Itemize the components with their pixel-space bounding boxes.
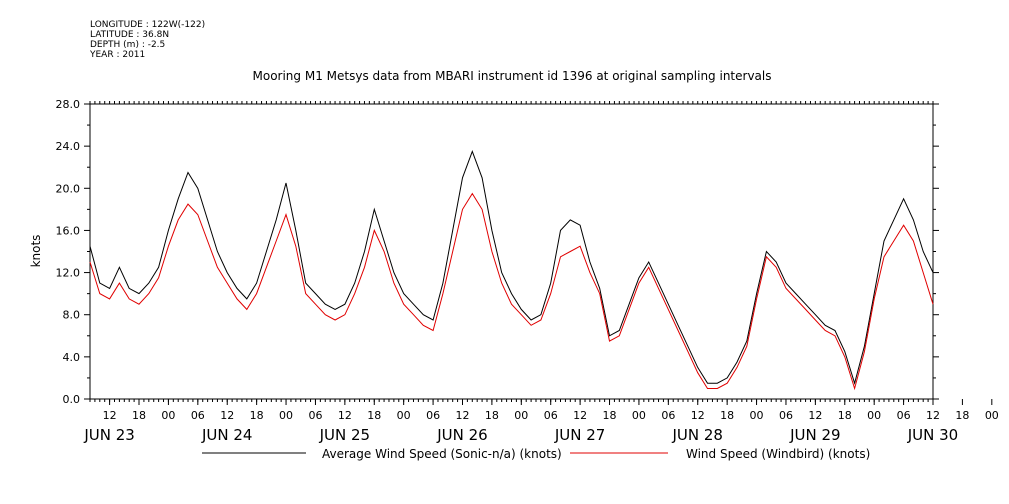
- x-tick-label: 06: [308, 409, 322, 422]
- meta-latitude: LATITUDE : 36.8N: [90, 30, 170, 40]
- x-tick-label: 18: [250, 409, 264, 422]
- x-tick-label: 12: [220, 409, 234, 422]
- legend-label-1: Wind Speed (Windbird) (knots): [686, 447, 870, 461]
- y-tick-label: 24.0: [56, 140, 81, 153]
- x-day-label: JUN 28: [672, 426, 723, 444]
- x-tick-label: 00: [514, 409, 528, 422]
- x-tick-label: 00: [161, 409, 175, 422]
- x-tick-label: 06: [544, 409, 558, 422]
- x-tick-label: 00: [985, 409, 999, 422]
- x-tick-label: 12: [338, 409, 352, 422]
- x-day-label: JUN 24: [201, 426, 252, 444]
- y-tick-label: 12.0: [56, 267, 81, 280]
- x-axis: 12 18 00 06 12 18 00 06 12 18 00 06 12 18 00 06 12 18 00 06…: [83, 101, 999, 444]
- series-line-0: [89, 149, 934, 386]
- y-tick-label: 0.0: [63, 393, 81, 406]
- x-tick-label: 12: [808, 409, 822, 422]
- y-tick-label: 20.0: [56, 182, 81, 195]
- x-day-label: JUN 23: [83, 426, 134, 444]
- y-tick-label: 28.0: [56, 98, 81, 111]
- x-tick-label: 00: [632, 409, 646, 422]
- x-tick-label: 18: [720, 409, 734, 422]
- x-tick-label: 00: [867, 409, 881, 422]
- meta-depth: DEPTH (m) : -2.5: [90, 40, 166, 50]
- x-tick-label: 00: [397, 409, 411, 422]
- x-tick-label: 12: [455, 409, 469, 422]
- y-tick-label: 8.0: [63, 309, 81, 322]
- meta-year: YEAR : 2011: [90, 50, 146, 60]
- x-tick-label: 00: [750, 409, 764, 422]
- meta-longitude: LONGITUDE : 122W(-122): [90, 20, 206, 30]
- x-tick-label: 06: [426, 409, 440, 422]
- series-lines: [89, 149, 934, 391]
- chart-title: Mooring M1 Metsys data from MBARI instru…: [253, 69, 772, 83]
- x-day-label: JUN 26: [436, 426, 487, 444]
- y-tick-label: 16.0: [56, 224, 81, 237]
- y-axis-label: knots: [29, 235, 43, 268]
- x-day-label: JUN 29: [789, 426, 840, 444]
- x-tick-label: 18: [838, 409, 852, 422]
- legend: Average Wind Speed (Sonic-n/a) (knots) Wi…: [202, 447, 870, 461]
- metadata-block: LONGITUDE : 122W(-122) LATITUDE : 36.8N …: [90, 20, 205, 60]
- series-line-1: [89, 192, 934, 391]
- y-tick-label: 4.0: [63, 351, 81, 364]
- x-tick-label: 12: [103, 409, 117, 422]
- y-axis: 0.0 4.0 8.0 12.0 16.0 20.0 24.0 28.0: [56, 98, 939, 406]
- legend-label-0: Average Wind Speed (Sonic-n/a) (knots): [322, 447, 562, 461]
- x-tick-label: 06: [897, 409, 911, 422]
- x-tick-label: 06: [661, 409, 675, 422]
- x-tick-label: 18: [603, 409, 617, 422]
- x-day-label: JUN 25: [319, 426, 370, 444]
- x-tick-label: 18: [955, 409, 969, 422]
- plot-frame: [89, 103, 934, 400]
- x-tick-label: 12: [691, 409, 705, 422]
- x-day-label: JUN 30: [907, 426, 958, 444]
- x-tick-label: 12: [926, 409, 940, 422]
- x-day-label: JUN 27: [554, 426, 605, 444]
- x-tick-label: 06: [779, 409, 793, 422]
- x-tick-label: 12: [573, 409, 587, 422]
- x-tick-label: 06: [191, 409, 205, 422]
- x-tick-label: 18: [132, 409, 146, 422]
- x-tick-label: 00: [279, 409, 293, 422]
- x-tick-label: 18: [485, 409, 499, 422]
- x-tick-label: 18: [367, 409, 381, 422]
